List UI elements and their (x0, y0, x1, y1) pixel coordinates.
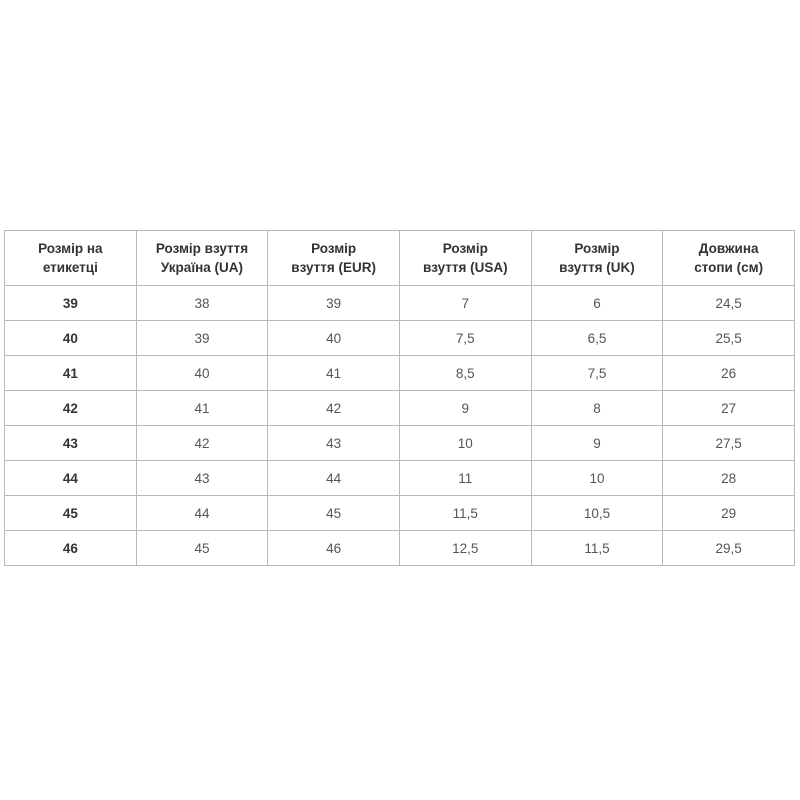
table-cell: 27,5 (662, 425, 795, 461)
table-cell: 43 (267, 425, 400, 461)
table-cell: 41 (4, 355, 137, 391)
header-line: взуття (EUR) (291, 260, 376, 275)
header-line: етикетці (42, 260, 98, 275)
table-cell: 44 (135, 495, 269, 531)
table-cell: 7 (398, 285, 532, 321)
table-cell: 8 (530, 390, 664, 426)
table-cell: 42 (135, 425, 269, 461)
table-cell: 40 (4, 320, 137, 356)
table-cell: 7,5 (530, 355, 664, 391)
table-cell: 25,5 (662, 320, 795, 356)
table-cell: 41 (267, 355, 400, 391)
table-cell: 9 (398, 390, 532, 426)
header-line: взуття (USA) (422, 260, 508, 275)
table-cell: 39 (135, 320, 269, 356)
table-cell: 40 (135, 355, 269, 391)
table-row: 44 43 44 11 10 28 (4, 460, 795, 496)
header-line: Довжина (698, 241, 759, 256)
header-line: Розмір (574, 241, 620, 256)
header-line: стопи (см) (694, 260, 764, 275)
column-header: Розмір на етикетці (4, 230, 137, 286)
table-cell: 46 (267, 530, 400, 566)
column-header: Довжина стопи (см) (662, 230, 795, 286)
table-row: 42 41 42 9 8 27 (4, 390, 795, 426)
header-line: Розмір (442, 241, 488, 256)
table-cell: 44 (4, 460, 137, 496)
table-cell: 41 (135, 390, 269, 426)
table-cell: 29,5 (662, 530, 795, 566)
table-cell: 39 (267, 285, 400, 321)
table-cell: 45 (135, 530, 269, 566)
table-cell: 11 (398, 460, 532, 496)
table-cell: 9 (530, 425, 664, 461)
table-row: 45 44 45 11,5 10,5 29 (4, 495, 795, 531)
table-cell: 27 (662, 390, 795, 426)
table-cell: 39 (4, 285, 137, 321)
table-row: 46 45 46 12,5 11,5 29,5 (4, 530, 795, 566)
table-cell: 10 (530, 460, 664, 496)
column-header: Розмір взуття Україна (UA) (135, 230, 269, 286)
header-line: Розмір на (38, 241, 103, 256)
header-line: взуття (UK) (559, 260, 635, 275)
table-cell: 11,5 (398, 495, 532, 531)
header-line: Україна (UA) (160, 260, 244, 275)
table-cell: 24,5 (662, 285, 795, 321)
column-header: Розмір взуття (USA) (398, 230, 532, 286)
header-row: Розмір на етикетці Розмір взуття Україна (U… (4, 230, 795, 286)
table-cell: 12,5 (398, 530, 532, 566)
table-cell: 7,5 (398, 320, 532, 356)
table-cell: 8,5 (398, 355, 532, 391)
column-header: Розмір взуття (UK) (530, 230, 664, 286)
header-line: Розмір (311, 241, 357, 256)
table-cell: 44 (267, 460, 400, 496)
table-row: 39 38 39 7 6 24,5 (4, 285, 795, 321)
table-cell: 38 (135, 285, 269, 321)
table-cell: 29 (662, 495, 795, 531)
table-row: 41 40 41 8,5 7,5 26 (4, 355, 795, 391)
table-cell: 45 (267, 495, 400, 531)
header-line: Розмір взуття (155, 241, 249, 256)
table-cell: 10,5 (530, 495, 664, 531)
table-cell: 10 (398, 425, 532, 461)
column-header: Розмір взуття (EUR) (267, 230, 400, 286)
table-cell: 40 (267, 320, 400, 356)
table-cell: 43 (135, 460, 269, 496)
table-cell: 6 (530, 285, 664, 321)
table-cell: 43 (4, 425, 137, 461)
table-cell: 45 (4, 495, 137, 531)
table-cell: 11,5 (530, 530, 664, 566)
table-cell: 46 (4, 530, 137, 566)
table-row: 43 42 43 10 9 27,5 (4, 425, 795, 461)
table-cell: 42 (4, 390, 137, 426)
table-cell: 42 (267, 390, 400, 426)
table-cell: 6,5 (530, 320, 664, 356)
table-cell: 28 (662, 460, 795, 496)
table-cell: 26 (662, 355, 795, 391)
shoe-size-table: Розмір на етикетці Розмір взуття Україна (U… (4, 230, 795, 566)
table-row: 40 39 40 7,5 6,5 25,5 (4, 320, 795, 356)
